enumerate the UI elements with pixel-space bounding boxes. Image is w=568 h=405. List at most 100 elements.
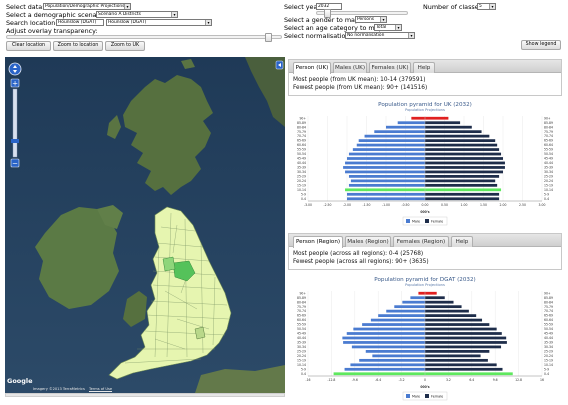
map-scroll-bottom[interactable] — [5, 393, 285, 397]
age-label-left: 75-79 — [297, 305, 306, 309]
age-label-left: 65-69 — [297, 139, 306, 143]
x-tick-label: 1.00 — [461, 203, 468, 207]
age-label-right: 85-89 — [544, 296, 553, 300]
search-input[interactable]: Hounslow (DGAT) — [56, 19, 104, 26]
x-tick-label: 2.50 — [519, 203, 526, 207]
wales-land — [123, 291, 147, 327]
age-label-left: 45-49 — [297, 332, 306, 336]
x-tick-label: 0 — [424, 378, 426, 382]
bar-female — [425, 296, 445, 300]
clear-location-button[interactable]: Clear location — [6, 41, 51, 51]
tab-help-region[interactable]: Help — [451, 236, 473, 247]
zoom-to-location-button[interactable]: Zoom to location — [53, 41, 103, 51]
pan-control[interactable] — [8, 62, 22, 76]
year-slider[interactable] — [316, 11, 408, 15]
bar-male — [347, 192, 425, 196]
zoom-out-icon[interactable]: − — [12, 160, 18, 168]
zoom-slider-handle[interactable] — [11, 139, 19, 143]
bar-female — [425, 143, 498, 147]
bar-male — [347, 197, 425, 201]
age-label-left: 55-59 — [297, 323, 306, 327]
bar-female — [425, 170, 503, 174]
age-label-left: 20-24 — [297, 179, 306, 183]
age-label-right: 20-24 — [544, 179, 553, 183]
bar-male — [348, 183, 425, 187]
age-label-right: 10-14 — [544, 363, 553, 367]
map-view[interactable]: + − Google Imagery ©2013 TerraMetrics Te… — [5, 57, 285, 393]
bar-female — [425, 192, 500, 196]
x-axis-label: 000's — [420, 385, 429, 389]
tab-help-uk[interactable]: Help — [413, 62, 435, 73]
age-label-right: 90+ — [544, 291, 551, 295]
age-label-left: 30-34 — [297, 345, 306, 349]
x-tick-label: -2.00 — [343, 203, 351, 207]
bar-male — [402, 300, 425, 304]
transparency-slider[interactable] — [6, 35, 282, 39]
chevron-down-icon: ▾ — [380, 17, 386, 22]
x-tick-label: 2.00 — [500, 203, 507, 207]
x-tick-label: -2.50 — [323, 203, 331, 207]
age-label-right: 25-29 — [544, 349, 553, 353]
x-tick-label: -16 — [305, 378, 310, 382]
scandinavia-land — [245, 57, 285, 127]
tab-females-region[interactable]: Females (Region) — [393, 236, 449, 247]
show-legend-button[interactable]: Show legend — [521, 40, 561, 50]
orkney-land — [181, 59, 195, 69]
age-label-left: 10-14 — [297, 363, 306, 367]
highlighted-district[interactable] — [172, 260, 196, 282]
age-label-right: 0-4 — [544, 372, 549, 376]
transparency-slider-handle[interactable] — [265, 33, 273, 42]
age-label-right: 70-74 — [544, 134, 553, 138]
bar-male — [351, 345, 425, 349]
district-boundaries — [124, 212, 230, 364]
tab-person-region[interactable]: Person (Region) — [293, 236, 343, 248]
year-slider-handle[interactable] — [324, 9, 332, 18]
age-label-left: 25-29 — [297, 349, 306, 353]
age-select-value: Total — [376, 25, 387, 30]
year-label: Select year: — [284, 3, 323, 11]
chevron-down-icon: ▾ — [171, 12, 177, 17]
x-tick-label: 16 — [540, 378, 544, 382]
age-label-left: 35-39 — [297, 341, 306, 345]
region-most-people: Most people (across all regions): 0-4 (2… — [293, 251, 424, 257]
layer-switcher-icon[interactable] — [275, 60, 284, 70]
selected-location-marker[interactable] — [194, 326, 206, 340]
transparency-label: Adjust overlay transparency: — [6, 27, 98, 35]
zoom-slider[interactable]: + − — [10, 78, 20, 168]
data-select[interactable]: Population/Demographic Projections ▾ — [43, 3, 131, 10]
tab-person-uk[interactable]: Person (UK) — [293, 62, 331, 74]
map-attribution: Imagery ©2013 TerraMetrics — [33, 387, 85, 391]
age-label-right: 65-69 — [544, 139, 553, 143]
zoom-in-icon[interactable]: + — [12, 80, 18, 88]
legend-male-label: Male — [412, 220, 420, 224]
search-location-select[interactable]: Hounslow (DGAT) ▾ — [106, 19, 212, 26]
age-label-left: 15-19 — [297, 358, 306, 362]
map-svg[interactable]: + − — [5, 57, 285, 393]
scenario-select[interactable]: Scenario A Districts ▾ — [96, 11, 178, 18]
classes-label: Number of classes: — [423, 3, 485, 11]
x-tick-label: -9.6 — [352, 378, 358, 382]
terms-of-use-link[interactable]: Terms of Use — [88, 387, 113, 391]
bar-female — [425, 197, 500, 201]
age-select[interactable]: Total ▾ — [374, 24, 402, 31]
bar-male — [346, 332, 425, 335]
uk-tabs: Person (UK) Males (UK) Females (UK) Help — [289, 60, 561, 74]
tab-males-uk[interactable]: Males (UK) — [333, 62, 367, 73]
bar-male — [356, 143, 425, 147]
x-tick-label: 0.00 — [422, 203, 429, 207]
tab-males-region[interactable]: Males (Region) — [345, 236, 391, 247]
bar-female — [425, 367, 503, 371]
bar-male — [350, 363, 425, 367]
age-label-left: 15-19 — [297, 183, 306, 187]
bar-female — [425, 179, 496, 183]
age-label-right: 45-49 — [544, 332, 553, 336]
highlighted-district[interactable] — [162, 256, 176, 272]
gender-select[interactable]: Persons ▾ — [355, 16, 387, 23]
normalisation-select[interactable]: No normalisation ▾ — [345, 32, 415, 39]
classes-select[interactable]: 5 ▾ — [477, 3, 496, 10]
tab-females-uk[interactable]: Females (UK) — [369, 62, 411, 73]
legend-swatch-male — [406, 219, 410, 223]
zoom-to-uk-button[interactable]: Zoom to UK — [105, 41, 145, 51]
legend-male-label: Male — [412, 395, 420, 399]
age-label-right: 10-14 — [544, 188, 553, 192]
